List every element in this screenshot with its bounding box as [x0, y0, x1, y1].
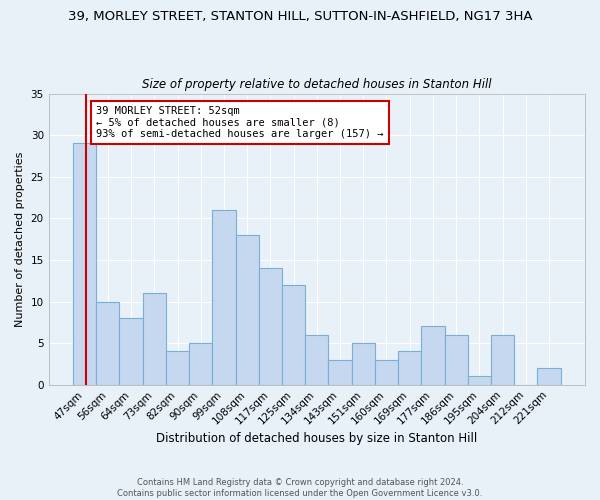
Bar	[212, 210, 236, 384]
Bar	[73, 144, 96, 384]
X-axis label: Distribution of detached houses by size in Stanton Hill: Distribution of detached houses by size …	[156, 432, 478, 445]
Bar	[491, 335, 514, 384]
Bar	[468, 376, 491, 384]
Text: Contains HM Land Registry data © Crown copyright and database right 2024.
Contai: Contains HM Land Registry data © Crown c…	[118, 478, 482, 498]
Bar	[375, 360, 398, 384]
Bar	[166, 352, 189, 384]
Bar	[259, 268, 282, 384]
Bar	[421, 326, 445, 384]
Bar	[282, 285, 305, 384]
Bar	[305, 335, 328, 384]
Bar	[538, 368, 560, 384]
Title: Size of property relative to detached houses in Stanton Hill: Size of property relative to detached ho…	[142, 78, 491, 91]
Bar	[189, 343, 212, 384]
Bar	[398, 352, 421, 384]
Bar	[328, 360, 352, 384]
Bar	[119, 318, 143, 384]
Bar	[445, 335, 468, 384]
Bar	[236, 235, 259, 384]
Y-axis label: Number of detached properties: Number of detached properties	[15, 152, 25, 327]
Bar	[352, 343, 375, 384]
Text: 39 MORLEY STREET: 52sqm
← 5% of detached houses are smaller (8)
93% of semi-deta: 39 MORLEY STREET: 52sqm ← 5% of detached…	[96, 106, 384, 139]
Text: 39, MORLEY STREET, STANTON HILL, SUTTON-IN-ASHFIELD, NG17 3HA: 39, MORLEY STREET, STANTON HILL, SUTTON-…	[68, 10, 532, 23]
Bar	[143, 293, 166, 384]
Bar	[96, 302, 119, 384]
